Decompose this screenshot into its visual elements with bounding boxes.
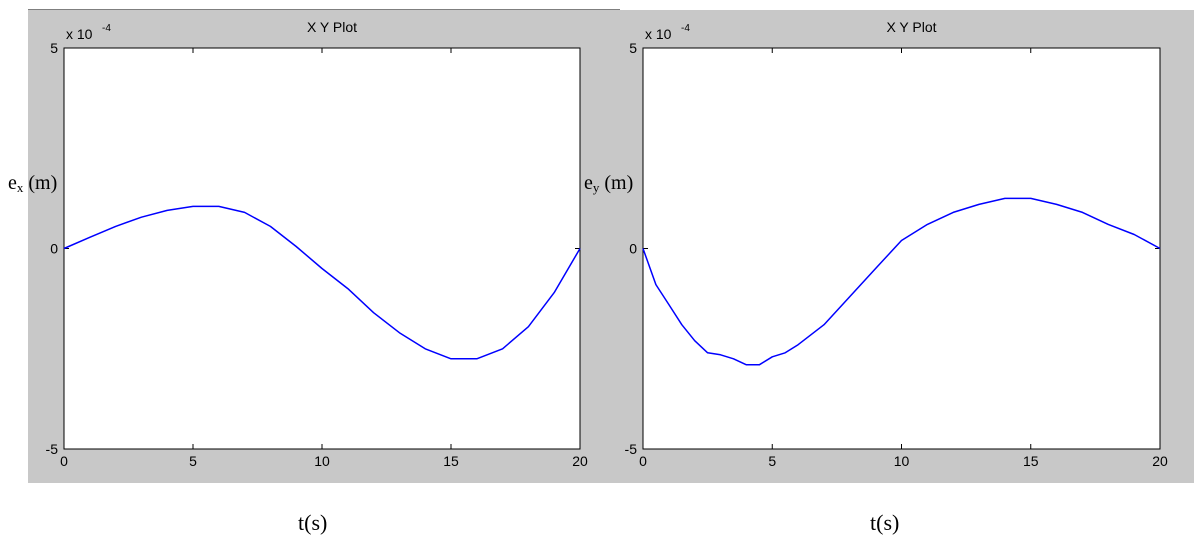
left-chart-title: X Y Plot xyxy=(307,19,357,35)
left-x-tick-label-2: 10 xyxy=(314,453,330,469)
right-plot-area xyxy=(642,47,1161,450)
left-x-axis-label: t(s) xyxy=(298,510,328,535)
right-x-tick-label-3: 15 xyxy=(1023,453,1039,469)
left-y-tick-label-2: 5 xyxy=(50,40,58,56)
right-x-tick-label-4: 20 xyxy=(1152,453,1168,469)
right-y-tick-label-1: 0 xyxy=(629,241,637,257)
right-y-tick-label-2: 5 xyxy=(629,40,637,56)
right-y-exponent-power: -4 xyxy=(681,23,690,34)
left-plot-area xyxy=(63,47,581,450)
left-series-line-0 xyxy=(63,205,581,360)
left-x-tick-label-4: 20 xyxy=(572,453,588,469)
left-panel-top-border xyxy=(28,9,620,10)
right-y-axis-label: ey (m) xyxy=(584,172,634,195)
left-y-tick-label-1: 0 xyxy=(50,241,58,257)
left-y-tick-label-0: -5 xyxy=(46,441,59,457)
left-y-axis-label: ex (m) xyxy=(8,172,58,195)
right-y-tick-label-0: -5 xyxy=(625,441,638,457)
left-y-exponent-power: -4 xyxy=(102,23,111,34)
right-y-exponent: x 10 xyxy=(645,26,672,42)
right-series-line-0 xyxy=(642,197,1161,366)
left-x-tick-label-0: 0 xyxy=(60,453,68,469)
left-x-tick-label-1: 5 xyxy=(189,453,197,469)
right-x-axis-label: t(s) xyxy=(870,510,900,535)
left-y-exponent: x 10 xyxy=(66,26,93,42)
right-x-tick-label-1: 5 xyxy=(768,453,776,469)
right-x-tick-label-2: 10 xyxy=(894,453,910,469)
right-x-tick-label-0: 0 xyxy=(639,453,647,469)
right-chart-title: X Y Plot xyxy=(886,19,936,35)
left-x-tick-label-3: 15 xyxy=(443,453,459,469)
